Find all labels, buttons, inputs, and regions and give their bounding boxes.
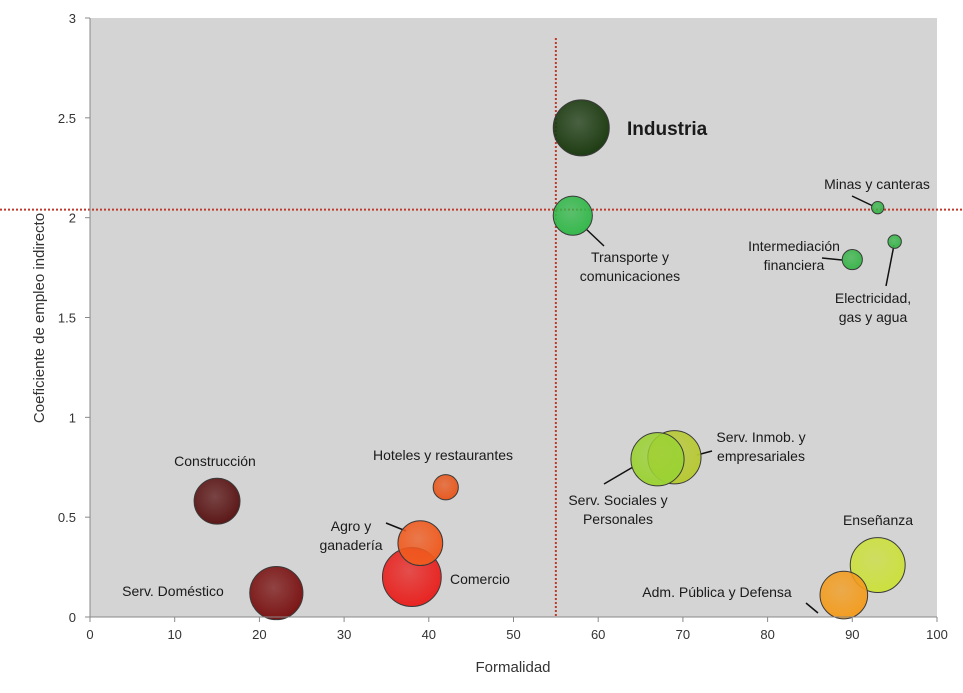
y-tick-label: 3 bbox=[69, 11, 76, 26]
y-tick-label: 0.5 bbox=[58, 510, 76, 525]
label-serv-dom-stico: Serv. Doméstico bbox=[122, 583, 224, 599]
y-axis-title: Coeficiente de empleo indirecto bbox=[31, 213, 48, 423]
label-minas-y-canteras: Minas y canteras bbox=[824, 176, 930, 192]
y-tick-label: 2.5 bbox=[58, 111, 76, 126]
x-tick-label: 80 bbox=[760, 627, 774, 642]
y-tick-label: 0 bbox=[69, 610, 76, 625]
label-construcci-n: Construcción bbox=[174, 453, 256, 469]
label-ense-anza: Enseñanza bbox=[843, 512, 913, 528]
bubble-transporte-y-comunicaciones bbox=[552, 195, 593, 236]
x-tick-label: 40 bbox=[422, 627, 436, 642]
label-adm-p-blica-y-defensa: Adm. Pública y Defensa bbox=[642, 584, 792, 600]
y-tick-label: 2 bbox=[69, 211, 76, 226]
leader-line-transporte-y-comunicaciones bbox=[584, 227, 605, 247]
bubble-ense-anza bbox=[849, 537, 906, 594]
label-serv-inmob-y-empresariales: Serv. Inmob. y empresariales bbox=[716, 429, 805, 464]
label-comercio: Comercio bbox=[450, 571, 510, 587]
y-axis-ticks: 0 0.5 1 1.5 2 2.5 3 bbox=[58, 11, 90, 625]
leader-line-intermediaci-n-financiera bbox=[821, 257, 843, 261]
label-hoteles-y-restaurantes: Hoteles y restaurantes bbox=[373, 447, 513, 463]
plot-area bbox=[90, 18, 937, 617]
x-tick-label: 20 bbox=[252, 627, 266, 642]
label-leader-lines bbox=[385, 195, 895, 614]
x-tick-label: 0 bbox=[86, 627, 93, 642]
bubble-electricidad-gas-y-agua bbox=[887, 234, 902, 249]
x-tick-label: 50 bbox=[506, 627, 520, 642]
x-tick-label: 30 bbox=[337, 627, 351, 642]
bubble-intermediaci-n-financiera bbox=[841, 249, 863, 271]
leader-line-adm-p-blica-y-defensa bbox=[805, 602, 819, 614]
bubbles bbox=[193, 99, 906, 621]
leader-line-serv-sociales-y-personales bbox=[603, 466, 634, 485]
label-electricidad-gas-y-agua: Electricidad, gas y agua bbox=[835, 290, 911, 325]
bubble-labels: Industria Transporte y comunicaciones Minas… bbox=[122, 119, 930, 600]
label-intermediaci-n-financiera: Intermediación financiera bbox=[748, 238, 840, 273]
bubble-minas-y-canteras bbox=[871, 201, 885, 215]
x-tick-label: 70 bbox=[676, 627, 690, 642]
bubble-serv-dom-stico bbox=[249, 565, 304, 621]
bubble-hoteles-y-restaurantes bbox=[432, 474, 459, 501]
x-tick-label: 100 bbox=[926, 627, 948, 642]
x-axis-ticks: 0 10 20 30 40 50 60 70 80 90 100 bbox=[86, 617, 948, 642]
bubble-serv-sociales-y-personales bbox=[630, 432, 685, 487]
label-agro-y-ganader-a: Agro y ganadería bbox=[319, 518, 382, 553]
leader-line-minas-y-canteras bbox=[851, 195, 874, 207]
label-industria: Industria bbox=[627, 119, 708, 140]
bubble-agro-y-ganader-a bbox=[397, 520, 444, 567]
x-tick-label: 10 bbox=[167, 627, 181, 642]
x-tick-label: 90 bbox=[845, 627, 859, 642]
bubble-industria bbox=[552, 99, 610, 157]
y-tick-label: 1.5 bbox=[58, 311, 76, 326]
x-tick-label: 60 bbox=[591, 627, 605, 642]
leader-line-electricidad-gas-y-agua bbox=[885, 244, 895, 287]
x-axis-title: Formalidad bbox=[475, 659, 550, 676]
bubble-construcci-n bbox=[193, 477, 241, 525]
label-serv-sociales-y-personales: Serv. Sociales y Personales bbox=[568, 492, 667, 527]
label-transporte-y-comunicaciones: Transporte y comunicaciones bbox=[580, 249, 680, 284]
bubble-adm-p-blica-y-defensa bbox=[819, 570, 869, 620]
y-tick-label: 1 bbox=[69, 410, 76, 425]
